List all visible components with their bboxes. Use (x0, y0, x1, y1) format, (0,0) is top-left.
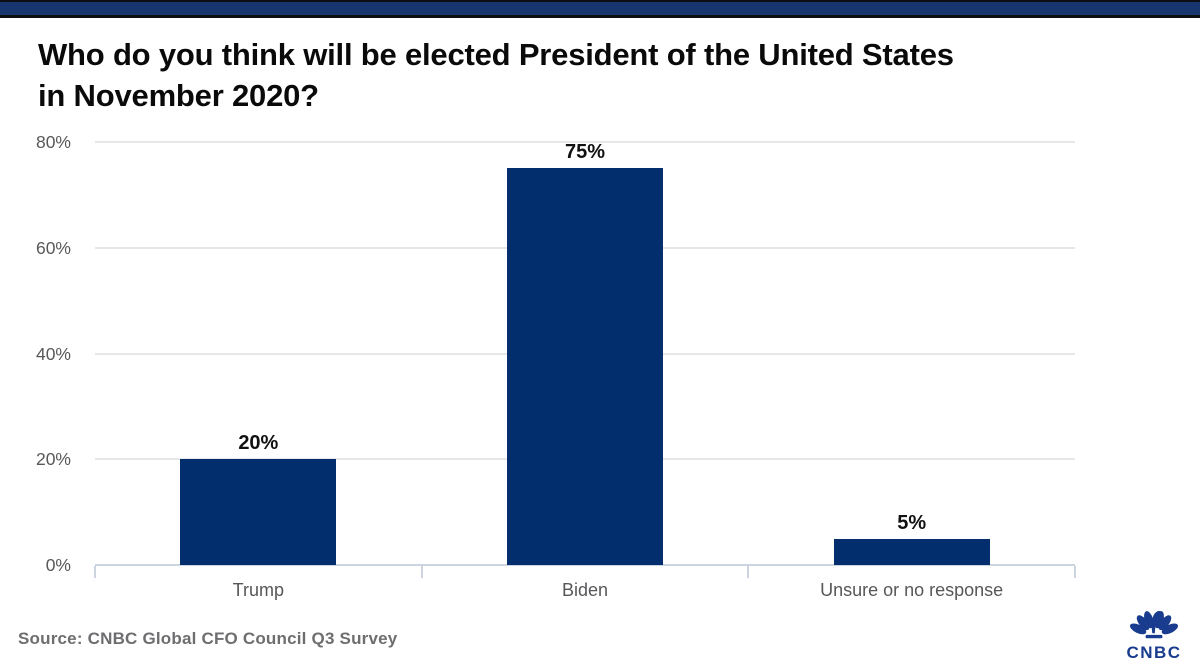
y-tick-label-20%: 20% (35, 449, 71, 470)
nbc-peacock-icon (1129, 611, 1179, 639)
x-category-label-biden: Biden (561, 580, 608, 600)
x-axis-tick-0 (94, 566, 96, 578)
bar-biden (507, 168, 663, 565)
chart-title-line-1: Who do you think will be elected Preside… (38, 37, 954, 72)
bar-trump (180, 459, 337, 565)
x-axis-line (95, 564, 1075, 566)
x-axis-tick-1 (420, 566, 423, 578)
x-axis-tick-2 (747, 566, 750, 578)
chart-title: Who do you think will be elected Preside… (38, 34, 1168, 116)
y-tick-label-60%: 60% (35, 237, 71, 258)
x-category-label-trump: Trump (232, 580, 284, 600)
gridline-80% (95, 141, 1075, 143)
y-tick-label-80%: 80% (35, 132, 71, 152)
top-banner (0, 0, 1200, 18)
bar-unsure-or-no-response (833, 538, 990, 565)
cnbc-logo-text: CNBC (1126, 643, 1182, 662)
chart-title-line-2: in November 2020? (38, 78, 319, 113)
source-text: Source: CNBC Global CFO Council Q3 Surve… (18, 629, 398, 648)
bar-value-label-trump: 20% (238, 432, 279, 455)
bar-value-label-unsure-or-no-response: 5% (897, 511, 927, 534)
y-tick-label-40%: 40% (35, 343, 71, 364)
y-tick-label-0%: 0% (45, 555, 71, 575)
x-axis-tick-3 (1074, 566, 1076, 578)
bar-value-label-biden: 75% (564, 141, 606, 164)
x-category-label-unsure-or-no-response: Unsure or no response (820, 580, 1004, 600)
cnbc-logo: CNBC (1112, 603, 1196, 662)
